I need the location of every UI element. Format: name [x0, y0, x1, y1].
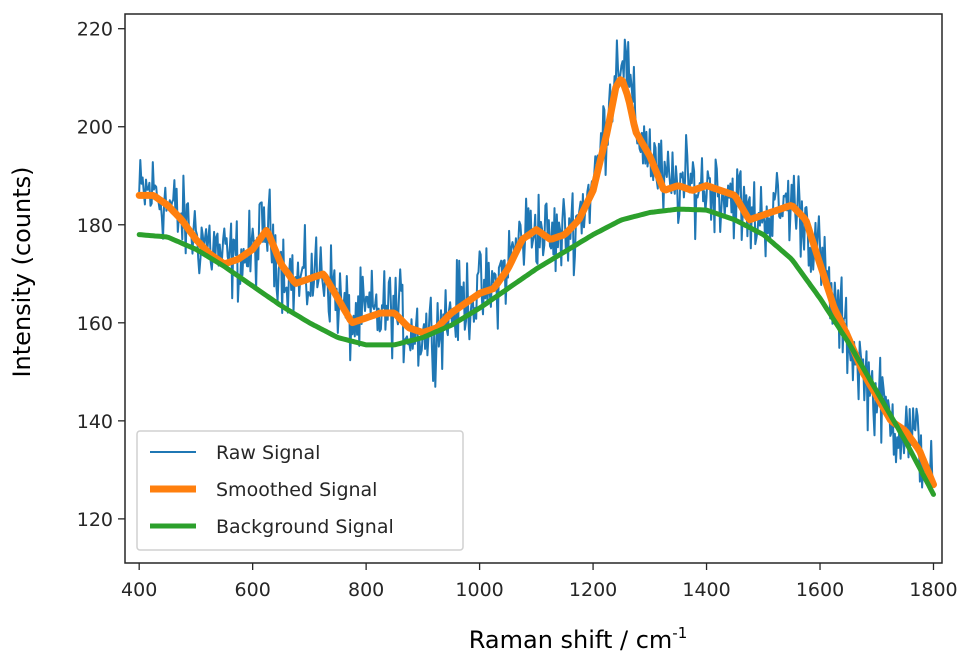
legend-label-background-signal: Background Signal [216, 516, 394, 538]
x-axis-label-superscript: -1 [672, 624, 687, 642]
raw-signal-line [138, 38, 935, 489]
x-tick-label: 600 [235, 579, 271, 601]
y-tick-label: 160 [77, 313, 113, 335]
x-tick-label: 1200 [569, 579, 617, 601]
smoothed-signal-line [135, 76, 937, 489]
background-signal-line [136, 206, 936, 497]
y-tick-label: 220 [77, 19, 113, 41]
y-tick-label: 180 [77, 215, 113, 237]
plot-frame [124, 13, 943, 564]
x-tick-label: 400 [121, 579, 157, 601]
x-tick-label: 1000 [455, 579, 503, 601]
y-tick-label: 140 [77, 411, 113, 433]
legend-label-raw-signal: Raw Signal [216, 442, 320, 464]
x-tick-label: 1600 [796, 579, 844, 601]
x-tick-label: 1400 [682, 579, 730, 601]
x-tick-label: 800 [348, 579, 384, 601]
y-axis-label: Intensity (counts) [8, 166, 36, 377]
x-axis-label-text: Raman shift / cm [469, 626, 673, 654]
y-tick-label: 120 [77, 509, 113, 531]
y-tick-label: 200 [77, 117, 113, 139]
x-axis-label: Raman shift / cm-1 [469, 624, 688, 654]
legend: Raw Signal Smoothed Signal Background Sign… [136, 430, 464, 551]
x-tick-label: 1800 [909, 579, 957, 601]
legend-label-smoothed-signal: Smoothed Signal [216, 479, 377, 501]
legend-box [136, 430, 464, 551]
